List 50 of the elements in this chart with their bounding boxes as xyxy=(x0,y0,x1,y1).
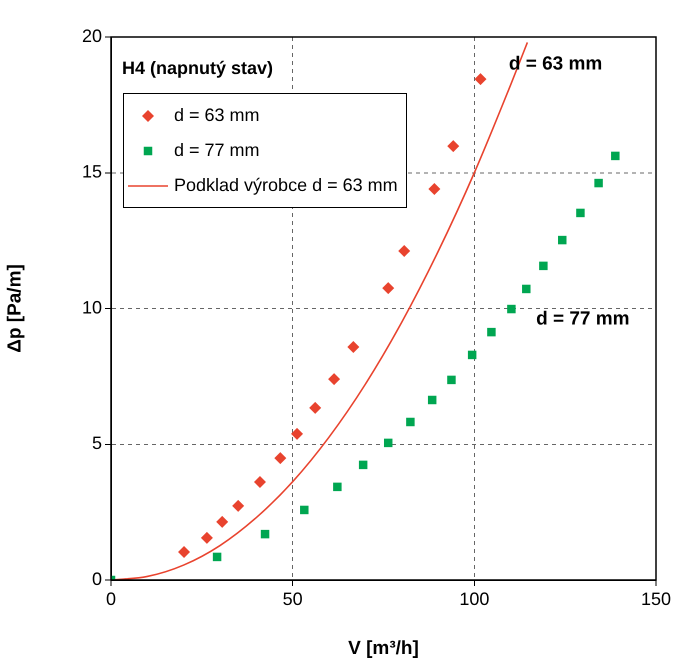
x-axis-title: V [m³/h] xyxy=(348,638,419,659)
y-axis-title: Δp [Pa/m] xyxy=(4,264,26,353)
point xyxy=(522,284,531,294)
point xyxy=(333,482,342,492)
point xyxy=(347,341,360,354)
point xyxy=(474,73,487,86)
point xyxy=(428,183,440,196)
y-tick-label: 10 xyxy=(82,297,102,318)
legend-label: Podklad výrobce d = 63 mm xyxy=(174,175,398,196)
x-tick-label: 150 xyxy=(640,588,672,609)
point xyxy=(216,516,228,528)
point xyxy=(447,140,460,152)
point xyxy=(487,328,496,336)
annotation: d = 63 mm xyxy=(508,53,602,74)
point xyxy=(232,500,244,512)
point xyxy=(428,396,436,404)
point xyxy=(300,506,309,514)
text: H4 (napnutý stav) xyxy=(118,56,278,81)
x-tick-label: 100 xyxy=(459,588,490,609)
point xyxy=(260,530,270,538)
point xyxy=(594,178,603,188)
y-tick-label: 5 xyxy=(92,433,102,454)
y-tick-label: 15 xyxy=(82,162,102,182)
point xyxy=(539,262,548,270)
legend-label: d = 77 mm xyxy=(174,140,260,161)
point xyxy=(212,552,222,562)
point xyxy=(576,208,585,218)
point xyxy=(309,402,322,414)
point xyxy=(507,304,516,314)
point xyxy=(328,373,340,386)
point xyxy=(358,460,368,470)
point xyxy=(200,532,213,544)
y-tick-label: 0 xyxy=(92,568,102,589)
point xyxy=(468,350,476,360)
point xyxy=(384,438,392,448)
x-tick-label: 50 xyxy=(282,588,303,609)
point xyxy=(178,546,190,558)
legend-label: d = 63 mm xyxy=(174,105,260,126)
point xyxy=(254,476,266,488)
point xyxy=(558,236,567,244)
y-tick-label: 20 xyxy=(82,26,102,46)
x-tick-label: 0 xyxy=(106,588,116,609)
point xyxy=(611,152,620,160)
point xyxy=(382,282,394,294)
point xyxy=(274,452,286,464)
point xyxy=(291,428,304,440)
point xyxy=(398,244,410,257)
point xyxy=(447,376,456,384)
point xyxy=(406,418,415,426)
annotation: d = 77 mm xyxy=(536,308,630,330)
